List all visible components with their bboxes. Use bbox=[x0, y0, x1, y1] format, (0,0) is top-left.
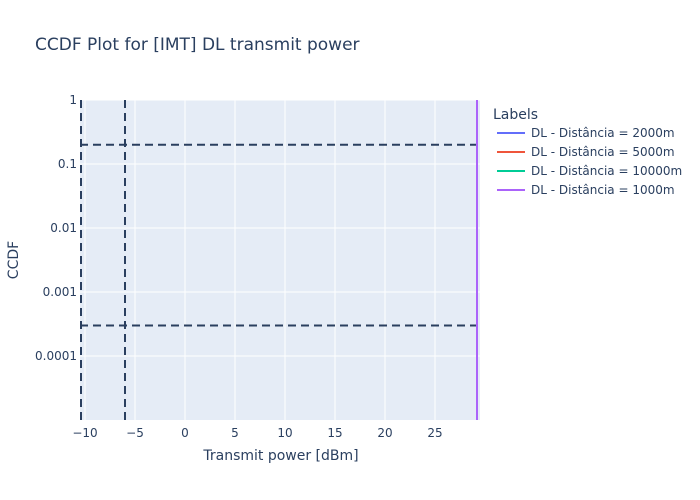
y-tick-label: 1 bbox=[69, 93, 77, 107]
x-tick-label: 10 bbox=[277, 426, 292, 440]
legend-items[interactable]: DL - Distância = 2000m DL - Distância = 5… bbox=[497, 126, 682, 197]
legend-label: DL - Distância = 10000m bbox=[531, 164, 682, 178]
chart-title: CCDF Plot for [IMT] DL transmit power bbox=[35, 35, 360, 55]
legend-label: DL - Distância = 1000m bbox=[531, 183, 675, 197]
legend-label: DL - Distância = 5000m bbox=[531, 145, 675, 159]
legend-item[interactable]: DL - Distância = 5000m bbox=[497, 145, 675, 159]
x-axis-ticks: −10 −5 0 5 10 15 20 25 bbox=[72, 426, 442, 440]
legend-item[interactable]: DL - Distância = 10000m bbox=[497, 164, 682, 178]
plot-area bbox=[80, 100, 480, 420]
x-tick-label: 20 bbox=[377, 426, 392, 440]
x-tick-label: 15 bbox=[327, 426, 342, 440]
legend-label: DL - Distância = 2000m bbox=[531, 126, 675, 140]
x-tick-label: 0 bbox=[181, 426, 189, 440]
y-axis-title: CCDF bbox=[6, 241, 22, 279]
legend-item[interactable]: DL - Distância = 2000m bbox=[497, 126, 675, 140]
reference-lines bbox=[80, 100, 480, 420]
grid bbox=[80, 99, 480, 420]
legend-title: Labels bbox=[493, 107, 538, 123]
x-tick-label: 5 bbox=[231, 426, 239, 440]
legend-item[interactable]: DL - Distância = 1000m bbox=[497, 183, 675, 197]
x-axis-title: Transmit power [dBm] bbox=[202, 448, 358, 464]
y-tick-label: 0.01 bbox=[50, 221, 77, 235]
y-tick-label: 0.0001 bbox=[35, 349, 77, 363]
x-tick-label: −5 bbox=[126, 426, 144, 440]
y-axis-ticks: 1 0.1 0.01 0.001 0.0001 bbox=[35, 93, 77, 363]
y-tick-label: 0.1 bbox=[58, 157, 77, 171]
x-tick-label: −10 bbox=[72, 426, 97, 440]
x-tick-label: 25 bbox=[427, 426, 442, 440]
y-tick-label: 0.001 bbox=[43, 285, 77, 299]
